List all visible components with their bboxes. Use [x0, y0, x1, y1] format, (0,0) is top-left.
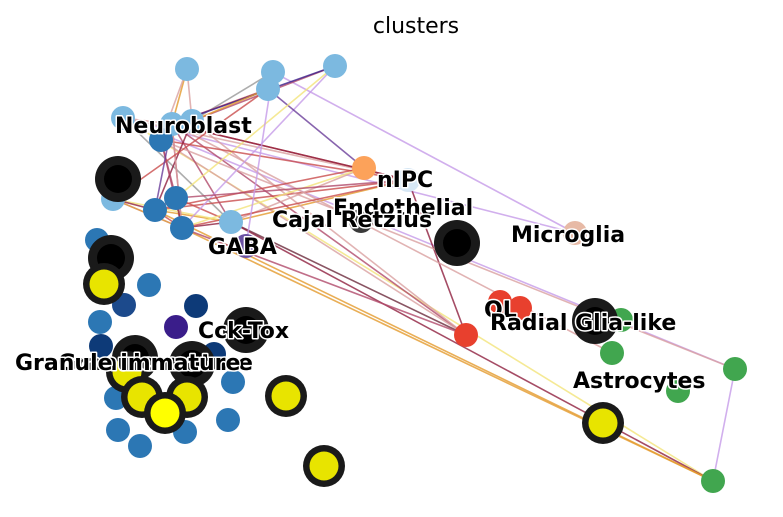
paga-edge-50: [175, 179, 409, 199]
cell-point-37: [723, 357, 747, 381]
paga-node-core-3: [89, 269, 119, 299]
cell-point-26: [221, 370, 245, 394]
cluster-label-microglia: Microglia: [511, 223, 625, 248]
paga-edge-30: [191, 120, 467, 336]
paga-edge-8: [230, 221, 467, 336]
cell-point-16: [234, 234, 258, 258]
paga-node-core-4: [581, 307, 609, 335]
cluster-label-neuroblast: Neuroblast: [115, 114, 252, 139]
cell-point-13: [219, 210, 243, 234]
cluster-label-endothelial: Endothelial: [333, 196, 473, 221]
cell-point-38: [666, 379, 690, 403]
cell-point-29: [106, 418, 130, 442]
node-layer: [83, 156, 624, 487]
paga-edge-9: [230, 221, 714, 482]
cluster-label-nipc: nIPC: [377, 168, 433, 193]
paga-edge-10: [712, 368, 736, 482]
paga-node-core-0: [104, 165, 132, 193]
paga-edge-7: [122, 117, 736, 370]
cell-point-7: [149, 128, 173, 152]
paga-node-core-12: [150, 398, 180, 428]
cell-point-21: [184, 294, 208, 318]
cell-point-4: [111, 106, 135, 130]
paga-node-core-13: [588, 408, 618, 438]
paga-edge-34: [181, 65, 336, 229]
paga-edge-17: [171, 123, 467, 336]
paga-edge-1: [272, 71, 576, 234]
cell-point-3: [323, 54, 347, 78]
cell-point-34: [454, 323, 478, 347]
cell-point-33: [508, 296, 532, 320]
paga-edge-27: [171, 123, 232, 223]
paga-node-core-5: [232, 316, 260, 344]
cluster-label-astrocytes: Astrocytes: [573, 369, 706, 394]
cell-point-17: [563, 221, 587, 245]
cell-point-31: [128, 434, 152, 458]
cell-point-2: [256, 77, 280, 101]
cell-point-28: [216, 408, 240, 432]
paga-edge-49: [181, 167, 365, 229]
cell-point-23: [164, 315, 188, 339]
paga-node-core-1: [443, 229, 471, 257]
paga-edge-40: [175, 65, 336, 199]
cell-point-11: [164, 186, 188, 210]
cluster-label-cck-tox: Cck-Tox: [198, 319, 289, 344]
paga-edge-47: [171, 123, 183, 229]
cluster-label-ol: OL: [484, 298, 517, 323]
cell-point-15: [349, 209, 373, 233]
paga-node-core-7: [178, 350, 206, 378]
cluster-label-granule-immature: Granule immature: [15, 351, 240, 376]
cell-point-5: [180, 109, 204, 133]
cell-point-19: [137, 273, 161, 297]
cell-point-12: [143, 198, 167, 222]
cell-point-14: [170, 216, 194, 240]
paga-edge-56: [191, 88, 269, 122]
paga-edge-43: [154, 120, 193, 211]
paga-edge-45: [154, 167, 365, 211]
cell-point-22: [88, 310, 112, 334]
cell-point-32: [488, 290, 512, 314]
cluster-label-cajal-retzius: Cajal Retzius: [272, 208, 432, 233]
cell-point-36: [600, 341, 624, 365]
paga-edge-19: [407, 179, 467, 336]
cell-point-0: [175, 57, 199, 81]
cluster-label-granule-mature: Granule mature: [58, 351, 253, 376]
paga-edge-54: [245, 71, 274, 247]
cluster-label-radial-glia-like: Radial Glia-like: [490, 311, 676, 336]
paga-edge-18: [160, 139, 467, 336]
cell-point-9: [396, 168, 420, 192]
cell-point-39: [701, 469, 725, 493]
cell-point-24: [89, 334, 113, 358]
paga-node-core-14: [309, 451, 339, 481]
paga-edge-14: [181, 227, 467, 336]
cluster-label-gaba: GABA: [208, 235, 277, 260]
cell-point-8: [352, 156, 376, 180]
chart-title: clusters: [373, 14, 459, 39]
paga-node-core-9: [271, 381, 301, 411]
paga-edge-38: [267, 88, 365, 169]
